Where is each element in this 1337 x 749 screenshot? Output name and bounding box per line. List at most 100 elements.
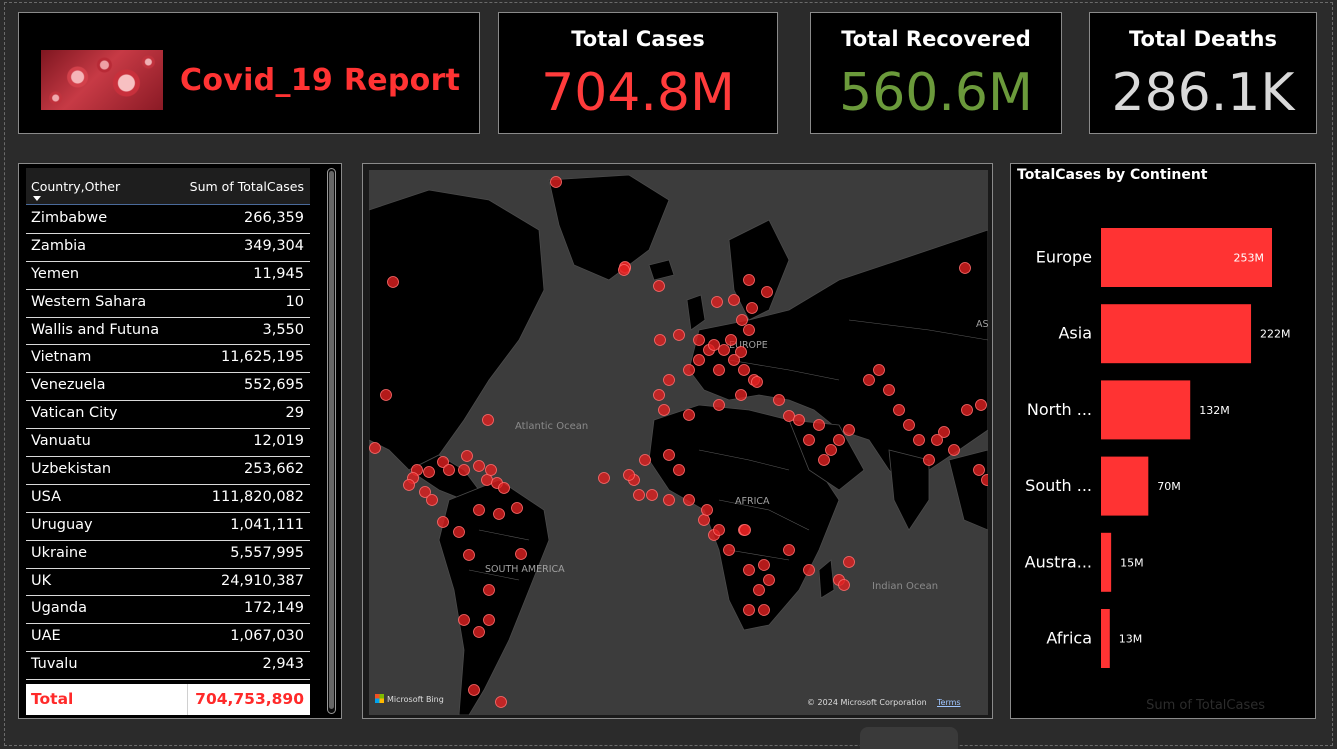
bar[interactable] <box>1101 609 1110 668</box>
country-bubble[interactable] <box>893 404 905 416</box>
table-row[interactable]: Ukraine 5,557,995 <box>26 541 310 569</box>
country-bubble[interactable] <box>473 504 485 516</box>
country-bubble[interactable] <box>758 559 770 571</box>
country-bubble[interactable] <box>461 450 473 462</box>
country-bubble[interactable] <box>713 524 725 536</box>
country-bubble[interactable] <box>923 454 935 466</box>
country-bubble[interactable] <box>718 344 730 356</box>
country-bubble[interactable] <box>793 414 805 426</box>
country-bubble[interactable] <box>739 524 751 536</box>
country-bubble[interactable] <box>913 434 925 446</box>
continent-bar-chart[interactable]: TotalCases by Continent Europe 253M Asia 22… <box>1010 163 1316 719</box>
column-header-sum[interactable]: Sum of TotalCases <box>189 179 304 194</box>
country-bubble[interactable] <box>481 474 493 486</box>
country-bubble[interactable] <box>380 389 392 401</box>
country-bubble[interactable] <box>437 516 449 528</box>
country-bubble[interactable] <box>843 556 855 568</box>
country-bubble[interactable] <box>463 549 475 561</box>
country-bubble[interactable] <box>883 384 895 396</box>
table-row[interactable]: Uruguay 1,041,111 <box>26 513 310 541</box>
country-bubble[interactable] <box>931 434 943 446</box>
country-bubble[interactable] <box>468 684 480 696</box>
country-bubble[interactable] <box>658 404 670 416</box>
country-bubble[interactable] <box>654 334 666 346</box>
country-bubble[interactable] <box>683 364 695 376</box>
table-row[interactable]: Western Sahara 10 <box>26 290 310 318</box>
country-bubble[interactable] <box>903 419 915 431</box>
table-row[interactable]: UAE 1,067,030 <box>26 624 310 653</box>
country-bubble[interactable] <box>639 454 651 466</box>
world-map[interactable]: Atlantic Ocean Indian Ocean EUROPE AFRIC… <box>362 163 993 719</box>
country-bubble[interactable] <box>473 460 485 472</box>
country-bubble[interactable] <box>403 479 415 491</box>
country-bubble[interactable] <box>728 294 740 306</box>
country-bubble[interactable] <box>735 346 747 358</box>
country-bubble[interactable] <box>938 426 950 438</box>
country-bubble[interactable] <box>598 472 610 484</box>
country-bubble[interactable] <box>959 262 971 274</box>
country-bubble[interactable] <box>948 444 960 456</box>
country-bubble[interactable] <box>708 339 720 351</box>
country-bubble[interactable] <box>961 404 973 416</box>
country-bubble[interactable] <box>728 354 740 366</box>
country-bubble[interactable] <box>623 469 635 481</box>
bar[interactable] <box>1101 380 1191 440</box>
country-bubble[interactable] <box>387 276 399 288</box>
kpi-total-recovered[interactable]: Total Recovered 560.6M <box>810 12 1062 134</box>
country-bubble[interactable] <box>698 514 710 526</box>
country-bubble[interactable] <box>833 434 845 446</box>
country-bubble[interactable] <box>838 579 850 591</box>
country-bubble[interactable] <box>743 324 755 336</box>
country-bubble[interactable] <box>981 474 989 486</box>
country-bubble[interactable] <box>825 444 837 456</box>
table-row[interactable]: Uzbekistan 253,662 <box>26 457 310 485</box>
country-bubble[interactable] <box>458 464 470 476</box>
country-bubble[interactable] <box>873 364 885 376</box>
country-bubble[interactable] <box>473 626 485 638</box>
country-bubble[interactable] <box>818 454 830 466</box>
country-bubble[interactable] <box>713 399 725 411</box>
table-row[interactable]: Vatican City 29 <box>26 401 310 430</box>
country-bubble[interactable] <box>458 614 470 626</box>
map-terms-link[interactable]: Terms <box>937 698 961 707</box>
country-bubble[interactable] <box>426 494 438 506</box>
table-row[interactable]: Vietnam 11,625,195 <box>26 345 310 374</box>
country-bubble[interactable] <box>443 464 455 476</box>
country-bubble[interactable] <box>498 482 510 494</box>
country-bubble[interactable] <box>437 456 449 468</box>
country-bubble[interactable] <box>493 508 505 520</box>
country-bubble[interactable] <box>485 464 497 476</box>
country-bubble[interactable] <box>743 274 755 286</box>
bar[interactable] <box>1101 304 1252 364</box>
country-bubble[interactable] <box>653 280 665 292</box>
country-bubble[interactable] <box>483 614 495 626</box>
country-bubble[interactable] <box>763 574 775 586</box>
country-bubble[interactable] <box>550 176 562 188</box>
table-row[interactable]: UK 24,910,387 <box>26 569 310 597</box>
country-bubble[interactable] <box>663 374 675 386</box>
country-bubble[interactable] <box>863 374 875 386</box>
country-bubble[interactable] <box>693 354 705 366</box>
country-bubble[interactable] <box>735 389 747 401</box>
country-bubble[interactable] <box>663 494 675 506</box>
country-bubble[interactable] <box>723 544 735 556</box>
table-row[interactable]: Tuvalu 2,943 <box>26 652 310 681</box>
table-row[interactable]: Zambia 349,304 <box>26 234 310 262</box>
country-bubble[interactable] <box>633 489 645 501</box>
country-bubble[interactable] <box>803 564 815 576</box>
map-canvas[interactable]: Atlantic Ocean Indian Ocean EUROPE AFRIC… <box>369 170 988 715</box>
bar[interactable] <box>1101 228 1272 287</box>
country-bubble[interactable] <box>369 442 381 454</box>
country-bubble[interactable] <box>423 466 435 478</box>
country-bubble[interactable] <box>495 696 507 708</box>
country-bubble[interactable] <box>975 399 987 411</box>
country-bubble[interactable] <box>743 564 755 576</box>
kpi-total-deaths[interactable]: Total Deaths 286.1K <box>1089 12 1317 134</box>
country-bubble[interactable] <box>746 302 758 314</box>
kpi-total-cases[interactable]: Total Cases 704.8M <box>498 12 778 134</box>
country-bubble[interactable] <box>482 414 494 426</box>
page-tab[interactable] <box>860 727 958 749</box>
country-bubble[interactable] <box>663 449 675 461</box>
country-bubble[interactable] <box>843 424 855 436</box>
country-bubble[interactable] <box>618 264 630 276</box>
